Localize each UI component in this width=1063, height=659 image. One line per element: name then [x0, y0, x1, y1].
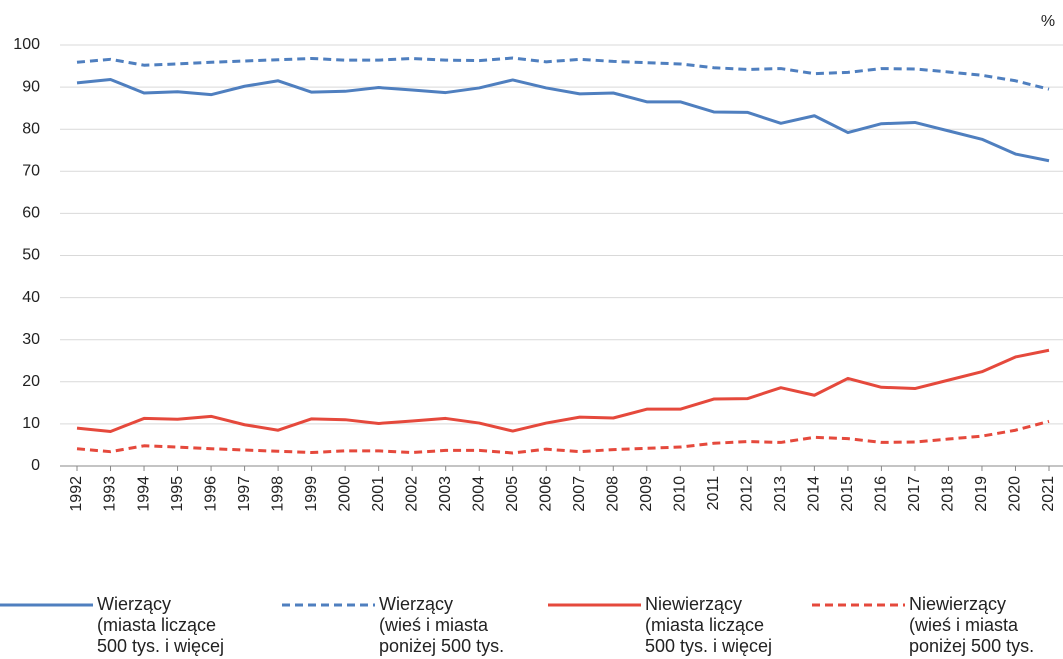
x-tick-label: 1995 — [169, 476, 186, 512]
x-tick-label: 2016 — [873, 476, 890, 512]
x-tick-label: 2014 — [806, 476, 823, 512]
series-line — [76, 348, 1050, 433]
x-tick-label: 2006 — [537, 476, 554, 512]
x-tick-label: 2013 — [772, 476, 789, 512]
x-tick-label: 1994 — [135, 476, 152, 512]
y-tick-label: 100 — [13, 36, 40, 53]
x-tick-label: 1996 — [202, 476, 219, 512]
legend-label: Niewierzący (wieś i miasta poniżej 500 t… — [909, 594, 1035, 659]
x-tick-label: 2005 — [504, 476, 521, 512]
x-tick-label: 2012 — [739, 476, 756, 512]
y-tick-label: 90 — [22, 78, 40, 95]
y-tick-label: 80 — [22, 120, 40, 137]
x-tick-label: 1993 — [102, 476, 119, 512]
legend-label: Niewierzący (miasta liczące 500 tys. i w… — [645, 594, 773, 659]
y-tick-label: 50 — [22, 247, 40, 264]
x-tick-label: 2015 — [839, 476, 856, 512]
y-tick-label: 60 — [22, 205, 40, 222]
y-tick-label: 20 — [22, 373, 40, 390]
series-line — [76, 419, 1050, 455]
y-tick-label: 10 — [22, 415, 40, 432]
legend-label: Wierzący (miasta liczące 500 tys. i więc… — [97, 594, 225, 659]
series-line — [76, 56, 1050, 91]
x-tick-label: 1998 — [269, 476, 286, 512]
x-tick-label: 2000 — [336, 476, 353, 512]
x-tick-label: 2002 — [403, 476, 420, 512]
x-tick-label: 1992 — [68, 476, 85, 512]
x-tick-label: 2009 — [638, 476, 655, 512]
x-tick-label: 2010 — [672, 476, 689, 512]
legend-label: Wierzący (wieś i miasta poniżej 500 tys.… — [379, 594, 505, 659]
x-tick-label: 1999 — [303, 476, 320, 512]
x-tick-label: 2018 — [940, 476, 957, 512]
y-tick-label: 70 — [22, 163, 40, 180]
x-tick-label: 2017 — [906, 476, 923, 512]
x-tick-label: 1997 — [236, 476, 253, 512]
x-tick-label: 2007 — [571, 476, 588, 512]
x-tick-label: 2008 — [604, 476, 621, 512]
x-tick-label: 2019 — [973, 476, 990, 512]
y-tick-label: 0 — [31, 457, 40, 474]
x-tick-label: 2001 — [370, 476, 387, 512]
x-tick-label: 2021 — [1040, 476, 1057, 512]
x-tick-label: 2011 — [705, 476, 722, 511]
x-tick-label: 2004 — [470, 476, 487, 512]
y-tick-label: 40 — [22, 289, 40, 306]
unit-label: % — [1041, 13, 1055, 30]
series-line — [76, 78, 1050, 163]
y-tick-label: 30 — [22, 331, 40, 348]
x-tick-label: 2003 — [437, 476, 454, 512]
x-tick-label: 2020 — [1007, 476, 1024, 512]
